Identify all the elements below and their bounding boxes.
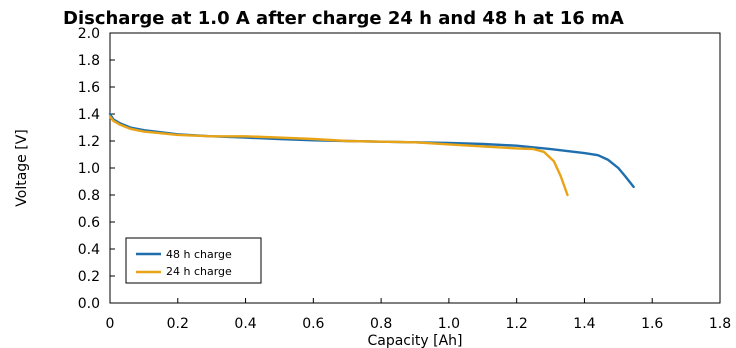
x-tick-label: 1.4 (573, 316, 595, 332)
legend-box (125, 237, 262, 284)
x-tick-label: 0.8 (370, 316, 392, 332)
series-lines (108, 112, 635, 197)
y-tick-label: 0.4 (78, 242, 100, 258)
x-tick-label: 1.8 (709, 316, 731, 332)
series-line-24-h-charge (108, 115, 569, 197)
y-tick-label: 1.6 (78, 80, 100, 96)
y-axis: 0.0 0.2 0.4 0.6 0.8 1.0 1.2 1.4 1.6 1.8 2.0 (78, 26, 115, 312)
y-tick-label: 1.8 (78, 53, 100, 69)
y-tick-label: 0.8 (78, 188, 100, 204)
y-tick-label: 1.2 (78, 134, 100, 150)
legend-label-48h: 48 h charge (166, 248, 232, 261)
x-axis: 0 0.2 0.4 0.6 0.8 1.0 1.2 1.4 1.6 1.8 (106, 298, 731, 332)
x-tick-label: 1.0 (438, 316, 460, 332)
x-tick-label: 1.2 (506, 316, 528, 332)
x-tick-label: 1.6 (641, 316, 663, 332)
x-tick-label: 0.2 (167, 316, 189, 332)
x-tick-label: 0.6 (302, 316, 324, 332)
y-tick-label: 0.6 (78, 215, 100, 231)
y-tick-label: 2.0 (78, 26, 100, 42)
x-tick-label: 0.4 (234, 316, 256, 332)
y-tick-label: 1.0 (78, 161, 100, 177)
y-axis-label: Voltage [V] (14, 129, 30, 206)
legend: 48 h charge 24 h charge (125, 237, 262, 284)
x-axis-label: Capacity [Ah] (367, 333, 462, 348)
x-tick-label: 0 (106, 316, 115, 332)
legend-label-24h: 24 h charge (166, 265, 232, 278)
y-tick-label: 0.0 (78, 296, 100, 312)
y-tick-label: 1.4 (78, 107, 100, 123)
series-line-48-h-charge (108, 112, 635, 189)
y-tick-label: 0.2 (78, 269, 100, 285)
chart-title: Discharge at 1.0 A after charge 24 h and… (63, 8, 624, 29)
